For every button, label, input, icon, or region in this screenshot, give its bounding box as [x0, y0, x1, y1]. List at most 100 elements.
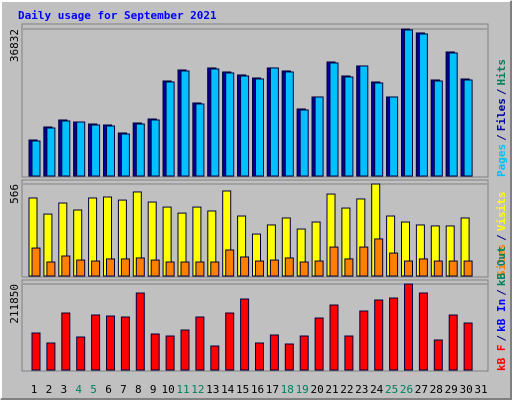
legend-item: Sites: [495, 244, 508, 277]
bar: [448, 260, 458, 277]
bar: [344, 258, 354, 277]
legend-item: Visits: [495, 192, 508, 232]
bar: [31, 247, 41, 277]
bar: [210, 261, 220, 277]
bar: [284, 71, 294, 177]
bar: [240, 298, 250, 371]
bar: [329, 304, 339, 371]
bar: [165, 261, 175, 277]
bar: [106, 125, 115, 177]
x-tick-label: 9: [150, 383, 157, 396]
legend-separator: /: [495, 234, 508, 241]
bar: [418, 258, 428, 277]
bar: [180, 261, 190, 277]
y-tick-label: 566: [8, 184, 21, 204]
x-tick-label: 17: [266, 383, 279, 396]
x-tick-label: 7: [120, 383, 127, 396]
x-tick-label: 3: [60, 383, 67, 396]
x-tick-label: 12: [191, 383, 204, 396]
x-tick-label: 8: [135, 383, 142, 396]
bar: [120, 316, 130, 371]
bar: [418, 292, 428, 371]
bar: [389, 297, 399, 371]
bar: [195, 103, 205, 177]
x-tick-label: 27: [415, 383, 428, 396]
legend-item: kB F: [495, 345, 508, 372]
legend-item: Pages: [495, 144, 508, 177]
bar: [46, 342, 56, 371]
bar: [314, 317, 324, 371]
bar: [374, 299, 384, 371]
bar: [61, 120, 71, 177]
bar: [180, 329, 190, 371]
bar: [46, 127, 56, 177]
bar: [195, 316, 205, 371]
bar: [210, 345, 220, 371]
bar: [284, 257, 294, 277]
x-tick-label: 6: [105, 383, 112, 396]
legend-item: kB In: [495, 299, 508, 332]
bar: [195, 261, 205, 277]
bar: [225, 249, 235, 277]
x-tick-label: 23: [355, 383, 368, 396]
legend-item: kB Out: [495, 246, 508, 286]
x-tick-label: 1: [31, 383, 38, 396]
x-tick-label: 28: [430, 383, 443, 396]
bar: [91, 314, 101, 371]
bar: [165, 335, 175, 371]
x-tick-label: 31: [474, 383, 487, 396]
bar: [448, 52, 458, 177]
bar: [91, 124, 101, 177]
x-tick-label: 10: [161, 383, 174, 396]
x-tick-label: 26: [400, 383, 413, 396]
bar: [150, 333, 160, 371]
bar: [389, 252, 399, 277]
bar: [314, 96, 324, 177]
bar: [404, 283, 413, 371]
bar: [344, 335, 354, 371]
bar: [225, 312, 235, 371]
bar: [329, 246, 339, 277]
bar: [255, 260, 264, 277]
bar: [269, 259, 279, 277]
bar: [389, 96, 399, 177]
bar: [76, 259, 86, 277]
bar: [359, 65, 369, 177]
legend-separator: /: [495, 289, 508, 296]
bar: [150, 259, 160, 277]
x-tick-label: 5: [90, 383, 97, 396]
x-tick-label: 19: [296, 383, 309, 396]
x-tick-label: 15: [236, 383, 249, 396]
bar: [284, 343, 294, 371]
x-tick-label: 22: [340, 383, 353, 396]
bar: [404, 29, 413, 177]
bar: [225, 72, 235, 177]
x-tick-label: 11: [176, 383, 189, 396]
legend-item: Files: [495, 98, 508, 131]
bar: [433, 339, 443, 371]
bar: [120, 133, 130, 177]
x-tick-label: 4: [75, 383, 82, 396]
bar: [106, 315, 115, 371]
x-tick-label: 24: [370, 383, 384, 396]
x-tick-label: 25: [385, 383, 398, 396]
bar: [255, 342, 264, 371]
bar: [240, 256, 250, 277]
legend-separator: /: [495, 88, 508, 95]
bar: [418, 33, 428, 177]
x-tick-label: 29: [445, 383, 458, 396]
legend-separator: /: [495, 335, 508, 342]
x-tick-label: 20: [310, 383, 323, 396]
x-tick-label: 14: [221, 383, 235, 396]
bar: [210, 68, 220, 177]
bar: [135, 292, 145, 371]
legend: Pages / Files / Hits: [495, 59, 508, 177]
bar: [359, 310, 369, 371]
x-tick-label: 13: [206, 383, 219, 396]
bar: [269, 67, 279, 177]
bar: [46, 261, 56, 277]
bar: [91, 260, 101, 277]
bar: [269, 334, 279, 371]
bar: [61, 312, 71, 371]
